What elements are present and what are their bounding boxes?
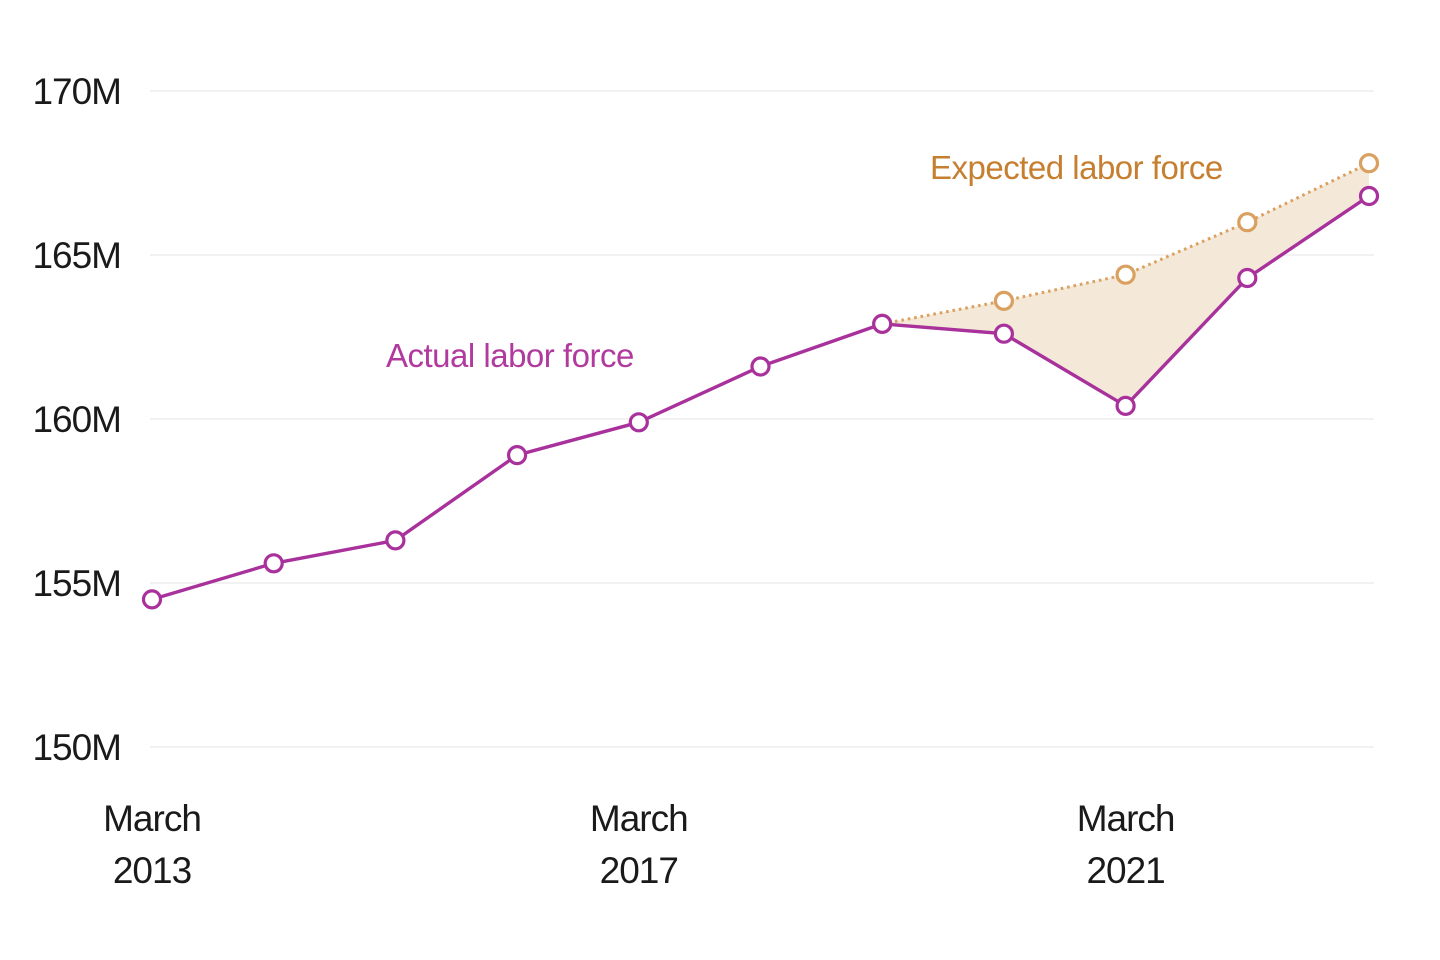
marker-actual-2017	[628, 412, 649, 433]
annotation-expected-labor-force: Expected labor force	[930, 149, 1223, 186]
marker-actual-2023	[1358, 185, 1380, 207]
ytick-label-160M: 160M	[32, 399, 121, 440]
xtick-2017-month: March	[590, 798, 688, 839]
ytick-label-150M: 150M	[32, 727, 121, 768]
marker-actual-2022	[1237, 267, 1258, 289]
marker-actual-2014	[263, 553, 284, 574]
marker-actual-2019	[872, 313, 893, 334]
xtick-2021-year: 2021	[1086, 850, 1164, 891]
marker-actual-2020	[993, 323, 1015, 344]
marker-actual-2018	[750, 356, 771, 377]
xtick-2013-month: March	[103, 798, 201, 839]
marker-actual-2016	[506, 445, 528, 466]
ytick-label-155M: 155M	[32, 563, 121, 604]
marker-expected-2023	[1358, 153, 1380, 174]
marker-expected-2021	[1115, 264, 1136, 285]
marker-expected-2022	[1237, 212, 1258, 233]
annotation-actual-labor-force: Actual labor force	[386, 337, 634, 374]
xtick-2013-year: 2013	[113, 850, 191, 891]
ytick-label-170M: 170M	[32, 71, 121, 112]
marker-actual-2021	[1115, 395, 1136, 416]
ytick-label-165M: 165M	[32, 235, 121, 276]
marker-actual-2013	[141, 589, 163, 610]
xtick-2017-year: 2017	[600, 850, 678, 891]
xtick-2021-month: March	[1077, 798, 1175, 839]
marker-actual-2015	[385, 530, 406, 551]
marker-expected-2020	[993, 290, 1015, 311]
